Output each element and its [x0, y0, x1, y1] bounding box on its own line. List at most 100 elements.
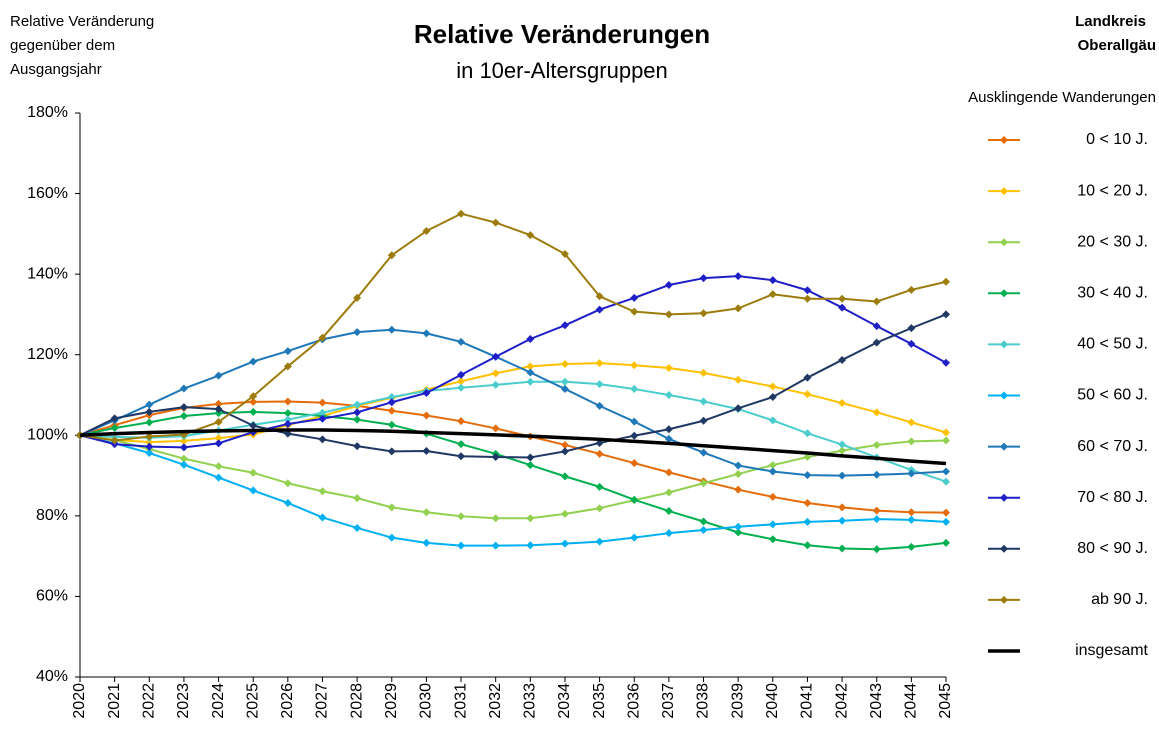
data-point — [595, 482, 604, 491]
data-point — [664, 434, 673, 443]
y-tick-label: 80% — [36, 507, 68, 524]
data-point — [457, 370, 466, 379]
data-point — [422, 446, 431, 455]
y-axis-label: gegenüber dem — [10, 37, 115, 54]
data-point — [353, 523, 362, 532]
data-point — [526, 335, 535, 344]
data-point — [872, 338, 881, 347]
data-point — [526, 362, 535, 371]
data-point — [595, 305, 604, 314]
data-point — [803, 390, 812, 399]
data-point — [872, 297, 881, 306]
data-point — [145, 438, 154, 447]
data-point — [283, 420, 292, 429]
data-point — [942, 517, 950, 526]
x-tick-label: 2024 — [210, 683, 227, 719]
data-point — [630, 495, 639, 504]
data-point — [457, 417, 466, 426]
legend-marker — [1000, 187, 1008, 196]
x-tick-label: 2040 — [764, 683, 781, 719]
data-point — [630, 361, 639, 370]
data-point — [734, 522, 743, 531]
data-point — [249, 468, 258, 477]
data-point — [422, 388, 431, 397]
y-tick-label: 140% — [27, 265, 68, 282]
data-point — [283, 362, 292, 371]
data-point — [942, 358, 950, 367]
data-point — [214, 399, 223, 408]
data-point — [491, 514, 500, 523]
data-point — [387, 447, 396, 456]
data-point — [664, 529, 673, 538]
data-point — [664, 310, 673, 319]
x-tick-label: 2029 — [383, 683, 400, 719]
data-point — [526, 231, 535, 240]
data-point — [214, 462, 223, 471]
legend-marker — [1000, 391, 1008, 400]
data-point — [630, 384, 639, 393]
data-point — [838, 294, 847, 303]
series-line — [79, 328, 947, 477]
data-point — [560, 447, 569, 456]
data-point — [526, 461, 535, 470]
legend-label: 30 < 40 J. — [1077, 285, 1148, 302]
x-tick-label: 2045 — [937, 683, 954, 719]
legend-label: 60 < 70 J. — [1077, 438, 1148, 455]
data-point — [768, 393, 777, 402]
data-point — [422, 508, 431, 517]
data-point — [838, 446, 847, 455]
x-tick-label: 2044 — [903, 683, 920, 719]
data-point — [872, 470, 881, 479]
data-point — [318, 487, 327, 496]
data-point — [249, 486, 258, 495]
data-point — [699, 525, 708, 534]
x-tick-label: 2036 — [625, 683, 642, 719]
x-tick-label: 2021 — [106, 683, 123, 719]
y-tick-label: 100% — [27, 427, 68, 444]
data-point — [734, 528, 743, 537]
data-point — [179, 454, 188, 463]
legend-marker — [1000, 442, 1008, 451]
data-point — [942, 467, 950, 476]
data-point — [768, 276, 777, 285]
data-point — [249, 421, 258, 430]
data-point — [387, 393, 396, 402]
data-point — [734, 461, 743, 470]
series-line — [79, 362, 947, 444]
y-tick-label: 60% — [36, 588, 68, 605]
series-line — [79, 400, 947, 514]
data-point — [110, 414, 119, 423]
x-tick-label: 2035 — [591, 683, 608, 719]
data-point — [457, 440, 466, 449]
x-tick-label: 2037 — [660, 683, 677, 719]
legend-label: 0 < 10 J. — [1086, 131, 1148, 148]
data-point — [942, 428, 950, 437]
data-point — [318, 333, 327, 342]
data-point — [803, 498, 812, 507]
data-point — [318, 414, 327, 423]
legend-marker — [1000, 544, 1008, 553]
data-point — [630, 459, 639, 468]
data-point — [907, 285, 916, 294]
data-point — [803, 294, 812, 303]
data-point — [699, 368, 708, 377]
data-point — [907, 469, 916, 478]
data-point — [145, 442, 154, 451]
legend-marker — [1000, 493, 1008, 502]
data-point — [699, 416, 708, 425]
data-point — [353, 293, 362, 302]
data-point — [734, 375, 743, 384]
data-point — [145, 449, 154, 458]
data-point — [491, 541, 500, 550]
data-point — [907, 437, 916, 446]
x-tick-label: 2022 — [140, 683, 157, 719]
data-point — [595, 401, 604, 410]
data-point — [872, 322, 881, 331]
data-point — [768, 492, 777, 501]
data-point — [872, 545, 881, 554]
legend-marker — [1000, 340, 1008, 349]
data-point — [249, 397, 258, 406]
data-point — [318, 513, 327, 522]
data-point — [734, 304, 743, 313]
data-point — [699, 309, 708, 318]
